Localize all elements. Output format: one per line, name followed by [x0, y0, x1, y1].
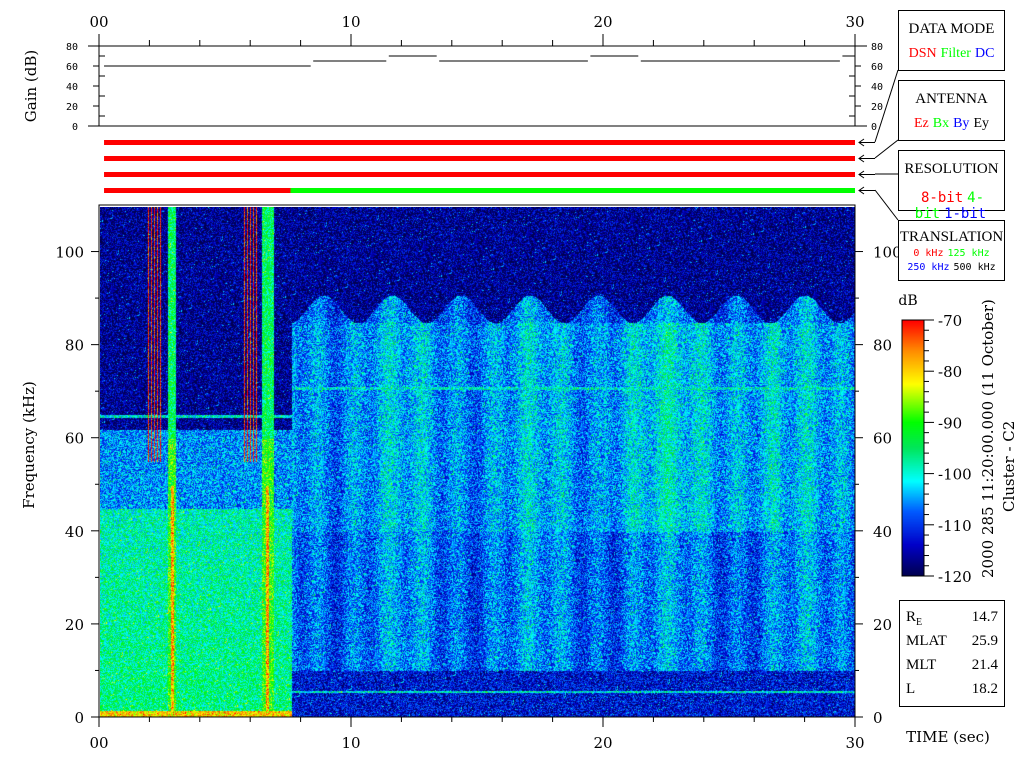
colorbar-tick-label: -100: [938, 466, 972, 484]
y-tick-label: 0: [74, 709, 84, 727]
legend-item: Filter: [940, 46, 971, 61]
legend-item: Bx: [932, 116, 950, 131]
arrow-icon: [858, 138, 875, 147]
legend-translation: TRANSLATION 0 kHz 125 kHz 250 kHz 500 kHz: [898, 220, 1005, 281]
status-bar-segment: [104, 172, 856, 177]
status-bar-segment: [104, 188, 291, 193]
y-tick-label: 80: [65, 337, 84, 355]
timestamp-label: 2000 285 11:20:00.000 (11 October): [979, 299, 997, 578]
spectrogram-image: [100, 207, 855, 717]
y-tick-label: 60: [65, 430, 84, 448]
y-tick-label-right: 80: [873, 337, 892, 355]
y-tick-label-right: 40: [873, 523, 892, 541]
orbit-label: L: [906, 681, 916, 697]
x-tick-label-top: 00: [89, 13, 108, 31]
colorbar-tick-label: -80: [938, 363, 962, 381]
legend-item: 250 kHz: [907, 262, 950, 273]
status-bar-segment: [290, 188, 855, 193]
orbit-row: RE 14.7: [906, 605, 998, 629]
legend-title: RESOLUTION: [904, 161, 999, 177]
legend-title: DATA MODE: [908, 21, 995, 37]
colorbar: [902, 320, 924, 576]
legend-item: 500 kHz: [953, 262, 996, 273]
connector-line: [874, 69, 899, 143]
x-tick-label: 30: [845, 734, 864, 752]
connector-line: [874, 189, 899, 221]
y-tick-label-right: 60: [873, 430, 892, 448]
colorbar-tick-label: -110: [938, 517, 972, 535]
x-tick-label: 00: [89, 734, 108, 752]
connector-line: [874, 139, 899, 159]
legend-title: ANTENNA: [915, 91, 988, 107]
colorbar-tick-label: -70: [938, 312, 962, 330]
orbit-value: 18.2: [971, 681, 998, 697]
orbit-info-box: RE 14.7 MLAT 25.9 MLT 21.4 L 18.2: [899, 600, 1005, 707]
orbit-label: RE: [906, 609, 923, 628]
legend-item: 4-bit: [914, 190, 984, 222]
status-bar-segment: [104, 140, 856, 145]
gain-y-tick-label: 60: [66, 62, 78, 73]
legend-item: 125 kHz: [947, 248, 990, 259]
y-tick-label-right: 20: [873, 616, 892, 634]
gain-y-tick-label: 0: [72, 122, 78, 133]
legend-item: Ey: [973, 116, 989, 131]
gain-y-tick-label-right: 60: [871, 62, 883, 73]
orbit-row: MLAT 25.9: [906, 629, 998, 653]
y-axis-label: Frequency (kHz): [20, 381, 38, 509]
y-tick-label: 100: [55, 244, 84, 262]
colorbar-label: dB: [898, 293, 917, 309]
legend-title: TRANSLATION: [899, 229, 1004, 245]
colorbar-tick-label: -120: [938, 568, 972, 586]
legend-item: Ez: [913, 116, 929, 131]
orbit-value: 21.4: [971, 657, 998, 673]
orbit-row: L 18.2: [906, 677, 998, 701]
y-tick-label: 20: [65, 616, 84, 634]
spacecraft-label: Cluster - C2: [1000, 421, 1018, 512]
x-tick-label-top: 20: [593, 13, 612, 31]
colorbar-tick-label: -90: [938, 414, 962, 432]
legend-antenna: ANTENNA Ez Bx By Ey: [898, 80, 1005, 141]
legend-item: 0 kHz: [913, 248, 944, 259]
arrow-icon: [858, 154, 875, 163]
y-tick-label: 40: [65, 523, 84, 541]
legend-item: By: [953, 116, 970, 131]
gain-y-tick-label-right: 20: [871, 102, 883, 113]
arrow-icon: [858, 186, 875, 195]
x-tick-label-top: 10: [341, 13, 360, 31]
x-tick-label-top: 30: [845, 13, 864, 31]
legend-item: DC: [974, 46, 995, 61]
legend-item: 1-bit: [944, 206, 987, 222]
orbit-value: 14.7: [971, 609, 998, 625]
status-bar-segment: [104, 156, 856, 161]
orbit-label: MLT: [906, 657, 937, 673]
legend-resolution: RESOLUTION 8-bit 4-bit 1-bit: [898, 150, 1005, 222]
colorbar-frame: [901, 319, 925, 577]
legend-item: DSN: [908, 46, 937, 61]
gain-y-tick-label: 80: [66, 42, 78, 53]
gain-y-tick-label: 40: [66, 82, 78, 93]
y-tick-label-right: 0: [873, 709, 883, 727]
gain-y-tick-label-right: 0: [871, 122, 877, 133]
orbit-label: MLAT: [906, 633, 947, 649]
x-axis-label: TIME (sec): [906, 728, 990, 746]
x-tick-label: 10: [341, 734, 360, 752]
legend-data-mode: DATA MODE DSN Filter DC: [898, 10, 1005, 71]
gain-axis-label: Gain (dB): [22, 50, 40, 122]
y-tick-label-right: 100: [873, 244, 902, 262]
orbit-value: 25.9: [971, 633, 998, 649]
arrow-icon: [858, 170, 875, 179]
gain-y-tick-label-right: 40: [871, 82, 883, 93]
spectrogram-frame: [98, 204, 856, 718]
gain-y-tick-label-right: 80: [871, 42, 883, 53]
orbit-row: MLT 21.4: [906, 653, 998, 677]
gain-y-tick-label: 20: [66, 102, 78, 113]
x-tick-label: 20: [593, 734, 612, 752]
legend-item: 8-bit: [920, 190, 964, 206]
